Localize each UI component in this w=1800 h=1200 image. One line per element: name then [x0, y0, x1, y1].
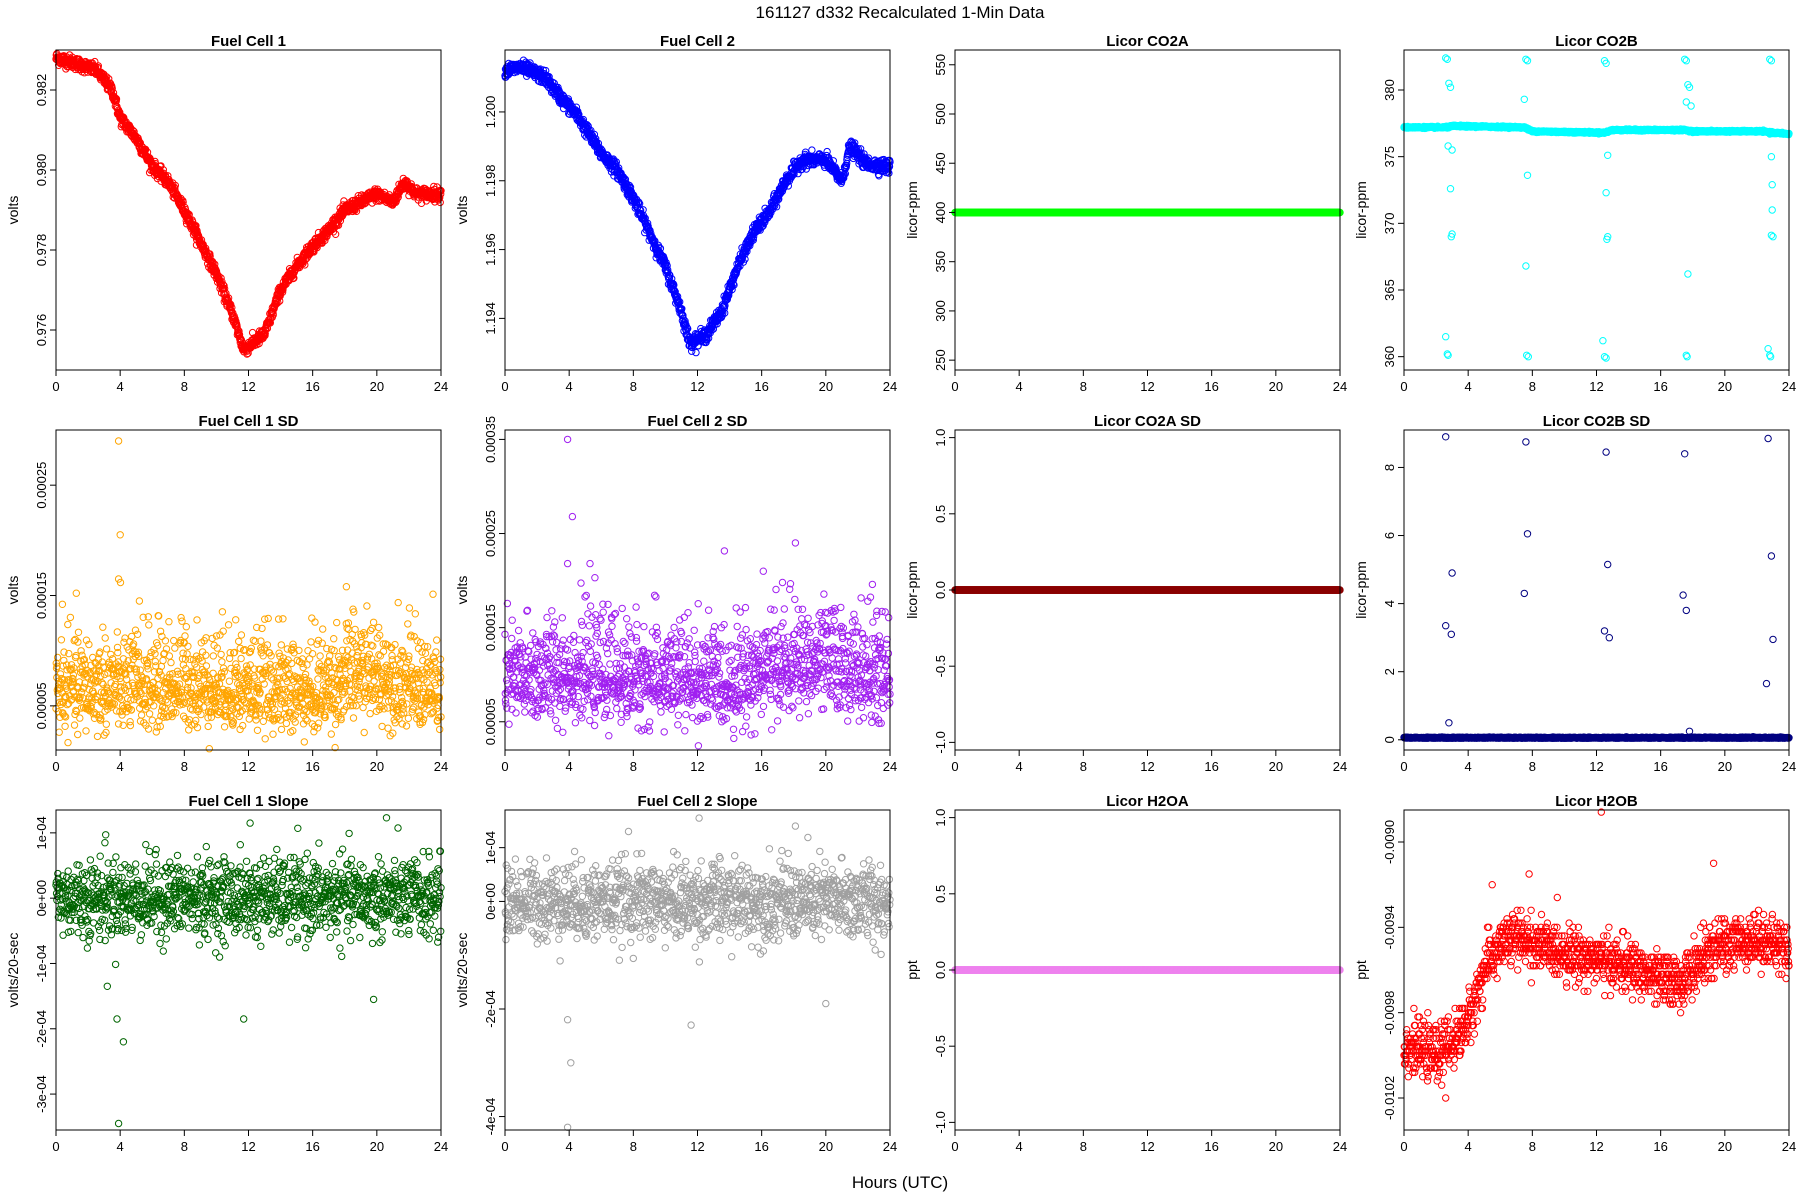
data-point — [220, 282, 228, 290]
panel-title: Fuel Cell 2 — [660, 33, 735, 50]
data-points — [52, 50, 445, 358]
figure-title: 161127 d332 Recalculated 1-Min Data — [756, 3, 1045, 22]
x-tick-label: 16 — [1204, 379, 1218, 394]
y-tick-label: 250 — [933, 349, 948, 371]
data-point — [236, 334, 245, 343]
y-axis: 0.976 0.978 0.980 0.982 — [34, 74, 56, 347]
data-point — [192, 222, 200, 230]
data-point — [228, 303, 236, 312]
y-tick-label: 400 — [933, 202, 948, 224]
data-point — [213, 270, 222, 279]
y-tick-label: 350 — [933, 251, 948, 273]
x-tick-label: 24 — [883, 379, 897, 394]
data-point — [233, 323, 241, 331]
x-tick-label: 4 — [566, 379, 573, 394]
data-point — [224, 294, 233, 302]
x-tick-label: 20 — [819, 379, 833, 394]
x-tick-label: 16 — [305, 379, 319, 394]
x-tick-label: 16 — [754, 379, 768, 394]
panel-title: Fuel Cell 1 — [211, 33, 286, 50]
y-tick-label: 0.982 — [34, 74, 49, 107]
x-tick-label: 20 — [1269, 379, 1283, 394]
panel-co2a: Licor CO2A 0 4 8 12 16 20 24 250 300 350 400 450 500 5… — [904, 33, 1347, 394]
y-axis-label: volts — [5, 196, 21, 225]
data-point — [219, 281, 227, 289]
data-point — [279, 286, 287, 294]
y-tick-label: 500 — [933, 103, 948, 125]
y-tick-label: 0.978 — [34, 234, 49, 267]
data-point — [206, 250, 214, 258]
data-point — [808, 146, 816, 154]
data-point — [823, 147, 831, 156]
x-tick-label: 0 — [52, 379, 59, 394]
x-tick-label: 0 — [501, 379, 508, 394]
panels-grid: Fuel Cell 10 4 8 12 16 20 240.9760.9780.9800.9… — [5, 33, 1796, 1154]
x-tick-label: 0 — [951, 379, 958, 394]
panel-title: Licor CO2A — [1106, 33, 1189, 50]
y-tick-label: 450 — [933, 152, 948, 174]
data-point — [169, 179, 177, 187]
x-tick-label: 24 — [434, 379, 448, 394]
x-tick-label: 12 — [690, 379, 704, 394]
panel-fc1: Fuel Cell 10 4 8 12 16 20 240.9760.9780.9800.9… — [5, 33, 448, 394]
y-axis-label: licor-ppm — [904, 181, 920, 239]
data-point — [220, 284, 229, 293]
data-point — [185, 210, 193, 219]
data-point — [171, 181, 180, 190]
data-point — [112, 95, 121, 103]
data-point — [108, 84, 116, 93]
y-axis: 1.194 1.196 1.198 1.200 — [483, 96, 505, 335]
y-tick-label: 1.194 — [483, 302, 498, 335]
y-tick-label: 0.976 — [34, 314, 49, 347]
x-tick-label: 8 — [630, 379, 637, 394]
y-tick-label: 1.198 — [483, 164, 498, 197]
panel-fc2: Fuel Cell 2 0 4 8 12 16 20 24 1.194 1.196 1.198 1.2… — [454, 33, 897, 394]
x-tick-label: 4 — [1016, 379, 1023, 394]
data-point — [692, 348, 700, 357]
x-tick-label: 20 — [370, 379, 384, 394]
data-points — [951, 208, 1344, 217]
y-tick-label: 0.980 — [34, 154, 49, 187]
x-tick-label: 8 — [181, 379, 188, 394]
y-tick-label: 1.196 — [483, 233, 498, 266]
y-tick-label: 1.200 — [483, 96, 498, 129]
y-axis: 250 300 350 400 450 500 550 — [933, 54, 955, 371]
x-tick-label: 12 — [1140, 379, 1154, 394]
panel-title: Licor CO2B — [1555, 33, 1638, 50]
x-axis: 0 4 8 12 16 20 24 — [501, 370, 897, 394]
data-points — [1400, 54, 1793, 362]
y-axis-label: volts — [454, 196, 470, 225]
data-points — [501, 56, 894, 357]
data-point — [235, 327, 243, 335]
y-tick-label: 300 — [933, 300, 948, 322]
x-tick-label: 24 — [1333, 379, 1347, 394]
x-tick-label: 8 — [1080, 379, 1087, 394]
x-axis: 0 4 8 12 16 20 24 — [951, 370, 1347, 394]
x-tick-label: 12 — [241, 379, 255, 394]
data-point — [157, 162, 165, 170]
x-axis: 0 4 8 12 16 20 24 — [52, 370, 448, 394]
x-tick-label: 4 — [117, 379, 124, 394]
y-tick-label: 550 — [933, 54, 948, 76]
